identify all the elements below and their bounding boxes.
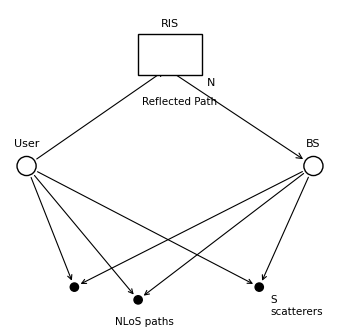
- Text: Reflected Path: Reflected Path: [142, 98, 217, 108]
- Text: User: User: [14, 139, 39, 149]
- Circle shape: [70, 283, 79, 291]
- Text: RIS: RIS: [161, 19, 179, 29]
- Bar: [138, 34, 202, 75]
- Circle shape: [255, 283, 264, 291]
- Circle shape: [17, 156, 36, 176]
- Circle shape: [134, 296, 142, 304]
- Text: S
scatterers: S scatterers: [270, 295, 323, 317]
- Circle shape: [304, 156, 323, 176]
- Text: N: N: [207, 78, 215, 88]
- Text: NLoS paths: NLoS paths: [115, 317, 174, 327]
- Text: BS: BS: [306, 139, 321, 149]
